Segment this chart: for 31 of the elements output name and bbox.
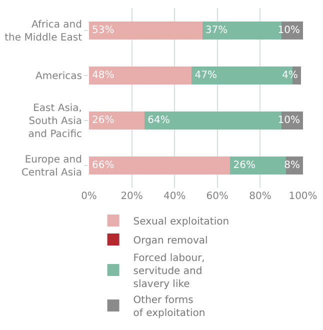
bar [89, 66, 192, 84]
x-tick-label: 0% [81, 191, 97, 202]
data-label: 37% [205, 25, 228, 36]
data-label: 26% [92, 115, 114, 126]
data-label: 10% [278, 115, 300, 126]
data-label: 48% [92, 70, 114, 81]
y-tick-label: East Asia, South Asia and Pacific [28, 103, 82, 140]
data-label: 8% [284, 160, 300, 171]
legend-label: Sexual exploitation [133, 216, 230, 228]
data-label: 47% [194, 70, 217, 81]
bar [89, 156, 230, 174]
y-tick-label: Americas [36, 71, 82, 82]
bar [89, 112, 145, 130]
x-tick-label: 80% [249, 191, 272, 202]
legend-label: Organ removal [133, 235, 208, 246]
data-label: 66% [92, 160, 114, 171]
y-tick-label: Africa and the Middle East [4, 20, 82, 44]
x-tick-label: 20% [120, 191, 143, 202]
legend-label: Other forms of exploitation [133, 294, 206, 319]
bar [230, 156, 286, 174]
data-label: 26% [233, 160, 256, 171]
bar [89, 22, 202, 40]
data-label: 64% [148, 115, 170, 126]
data-label: 4% [282, 70, 298, 81]
y-tick-label: Europe and Central Asia [21, 154, 82, 178]
data-label: 53% [92, 25, 114, 36]
data-label: 10% [278, 25, 300, 36]
legend-label: Forced labour, servitude and slavery like [133, 252, 205, 290]
x-tick-label: 100% [288, 191, 318, 202]
x-tick-label: 40% [163, 191, 186, 202]
x-tick-label: 60% [206, 191, 229, 202]
